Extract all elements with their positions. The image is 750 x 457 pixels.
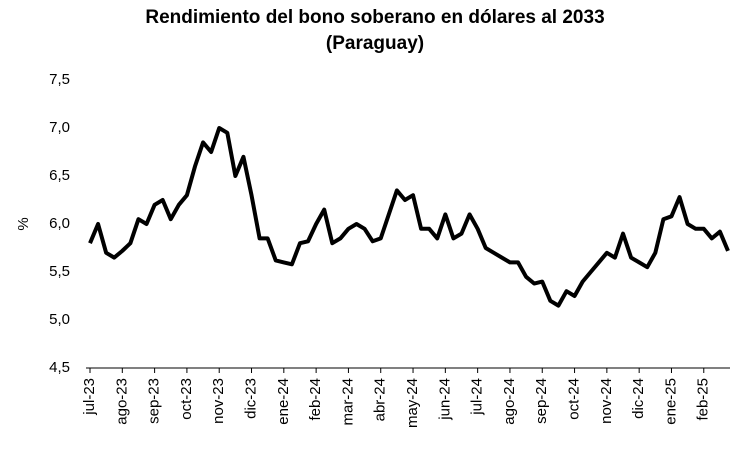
line (88, 126, 730, 308)
y-tick-label: 5,5 (49, 263, 70, 280)
y-tick-label: 4,5 (49, 359, 70, 376)
x-tick-label: nov-23 (210, 378, 227, 424)
x-tick-label: nov-24 (598, 378, 615, 424)
x-tick-label: feb-24 (307, 378, 324, 421)
x-tick-label: ene-25 (662, 378, 679, 425)
x-tick-label: oct-24 (566, 378, 583, 420)
x-tick-label: jun-24 (436, 378, 453, 421)
x-tick-label: ago-23 (113, 378, 130, 425)
x-tick-label: sep-24 (533, 378, 550, 424)
x-tick-label: jul-23 (81, 378, 98, 416)
y-tick-label: 6,5 (49, 167, 70, 184)
x-tick-label: abr-24 (372, 378, 389, 421)
chart-subtitle: (Paraguay) (326, 33, 424, 54)
x-tick-label: dic-24 (630, 378, 647, 419)
y-tick-label: 7,0 (49, 119, 70, 136)
x-tick-label: sep-23 (146, 378, 163, 424)
x-tick-label: jul-24 (469, 378, 486, 416)
x-tick-label: mar-24 (339, 378, 356, 426)
x-tick-label: may-24 (404, 378, 421, 428)
x-tick-label: dic-23 (242, 378, 259, 419)
x-tick-label: feb-25 (695, 378, 712, 421)
x-tick-label: ago-24 (501, 378, 518, 425)
y-tick-label: 5,0 (49, 311, 70, 328)
x-tick-label: oct-23 (178, 378, 195, 420)
x-tick-label: ene-24 (275, 378, 292, 425)
y-axis-label: % (15, 217, 32, 230)
y-tick-label: 7,5 (49, 71, 70, 88)
y-tick-label: 6,0 (49, 215, 70, 232)
chart-title: Rendimiento del bono soberano en dólares… (145, 7, 604, 28)
